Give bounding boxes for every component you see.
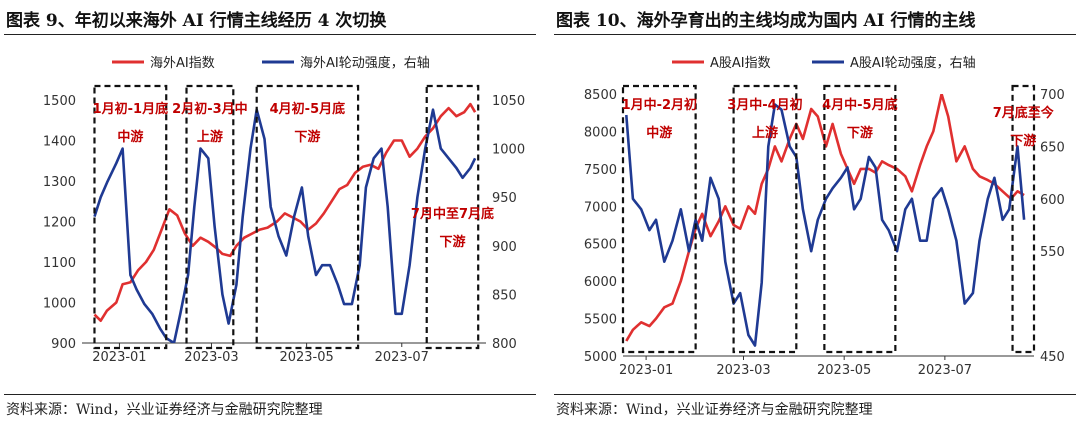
y-left-tick-label: 7500	[584, 163, 617, 178]
y-right-tick-label: 1000	[492, 143, 525, 158]
legend-label: 海外AI轮动强度，右轴	[300, 55, 430, 71]
annotation-label: 7月底至今	[993, 105, 1055, 121]
annotation-box	[732, 84, 798, 354]
legend-label: A股AI轮动强度，右轴	[850, 55, 976, 71]
x-tick-label: 2023-07	[918, 363, 972, 378]
y-left-tick-label: 5000	[584, 350, 617, 365]
y-right-tick-label: 900	[492, 240, 517, 255]
annotation-label: 7月中至7月底	[411, 206, 494, 222]
annotation-label: 下游	[439, 234, 465, 250]
annotation-label: 1月中-2月初	[622, 97, 698, 113]
annotation-box	[93, 84, 168, 350]
y-left-tick-label: 8000	[584, 125, 617, 140]
series-line-rotation	[625, 103, 1026, 347]
y-left-tick-label: 1000	[43, 297, 76, 312]
x-tick-label: 2023-07	[375, 350, 429, 365]
legend-label: A股AI指数	[710, 56, 771, 71]
y-left-tick-label: 6000	[584, 275, 617, 290]
annotation-box	[1011, 84, 1036, 354]
y-right-tick-label: 700	[1040, 88, 1065, 103]
y-left-tick-label: 7000	[584, 200, 617, 215]
right-chart-title: 图表 10、海外孕育出的主线均成为国内 AI 行情的主线	[556, 11, 976, 31]
annotation-box	[185, 84, 235, 350]
annotation-box	[621, 84, 697, 354]
annotation-label: 中游	[117, 129, 143, 145]
annotation-label: 1月初-1月底	[93, 101, 169, 117]
x-tick-label: 2023-03	[716, 363, 770, 378]
x-tick-label: 2023-05	[817, 363, 871, 378]
right-source-note: 资料来源：Wind，兴业证券经济与金融研究院整理	[556, 402, 873, 418]
series-line-rotation	[93, 108, 477, 343]
y-right-tick-label: 850	[492, 288, 517, 303]
left-chart-panel: 图表 9、年初以来海外 AI 行情主线经历 4 次切换 900 1000 1100 1…	[4, 11, 536, 418]
series-line-index	[93, 102, 477, 323]
annotation-label: 下游	[1010, 133, 1036, 149]
annotation-label: 2月初-3月中	[172, 101, 248, 117]
left-title-divider	[4, 34, 536, 35]
annotation-label: 中游	[646, 125, 672, 141]
right-source-divider	[554, 394, 1076, 395]
y-left-tick-label: 1200	[43, 216, 76, 231]
right-line-chart: 5000 5500 6000 6500 7000 7500 8000 8500 450 550 60…	[584, 55, 1065, 378]
y-left-tick-label: 900	[51, 337, 76, 352]
y-right-tick-label: 450	[1040, 350, 1065, 365]
y-left-tick-label: 5500	[584, 313, 617, 328]
left-source-note: 资料来源：Wind，兴业证券经济与金融研究院整理	[6, 402, 323, 418]
annotation-box	[823, 84, 897, 354]
x-tick-label: 2023-01	[92, 350, 146, 365]
annotation-box	[425, 84, 480, 350]
y-right-tick-label: 950	[492, 191, 517, 206]
right-title-divider	[554, 34, 1076, 35]
y-right-tick-label: 650	[1040, 140, 1065, 155]
annotation-box	[255, 84, 360, 350]
y-right-tick-label: 600	[1040, 193, 1065, 208]
y-left-tick-label: 1500	[43, 94, 76, 109]
y-left-tick-label: 8500	[584, 88, 617, 103]
x-tick-label: 2023-01	[619, 363, 673, 378]
y-right-tick-label: 1050	[492, 94, 525, 109]
left-line-chart: 900 1000 1100 1200 1300 1400 1500 800 850 900 950 1…	[43, 55, 525, 365]
y-right-tick-label: 800	[492, 337, 517, 352]
annotation-label: 4月中-5月底	[822, 97, 898, 113]
right-chart-panel: 图表 10、海外孕育出的主线均成为国内 AI 行情的主线 5000 5500 600…	[550, 0, 1080, 423]
annotation-label: 下游	[847, 125, 873, 141]
legend-label: 海外AI指数	[150, 56, 215, 71]
annotation-label: 4月初-5月底	[270, 101, 346, 117]
y-left-tick-label: 1300	[43, 175, 76, 190]
left-chart-title: 图表 9、年初以来海外 AI 行情主线经历 4 次切换	[6, 11, 387, 31]
y-left-tick-label: 6500	[584, 238, 617, 253]
left-source-divider	[4, 394, 536, 395]
y-left-tick-label: 1400	[43, 135, 76, 150]
y-right-tick-label: 550	[1040, 245, 1065, 260]
annotation-label: 上游	[197, 129, 223, 145]
x-tick-label: 2023-03	[184, 350, 238, 365]
annotation-label: 下游	[294, 129, 320, 145]
annotation-label: 上游	[752, 125, 778, 141]
y-left-tick-label: 1100	[43, 256, 76, 271]
x-tick-label: 2023-05	[279, 350, 333, 365]
annotation-label: 3月中-4月初	[727, 97, 803, 113]
